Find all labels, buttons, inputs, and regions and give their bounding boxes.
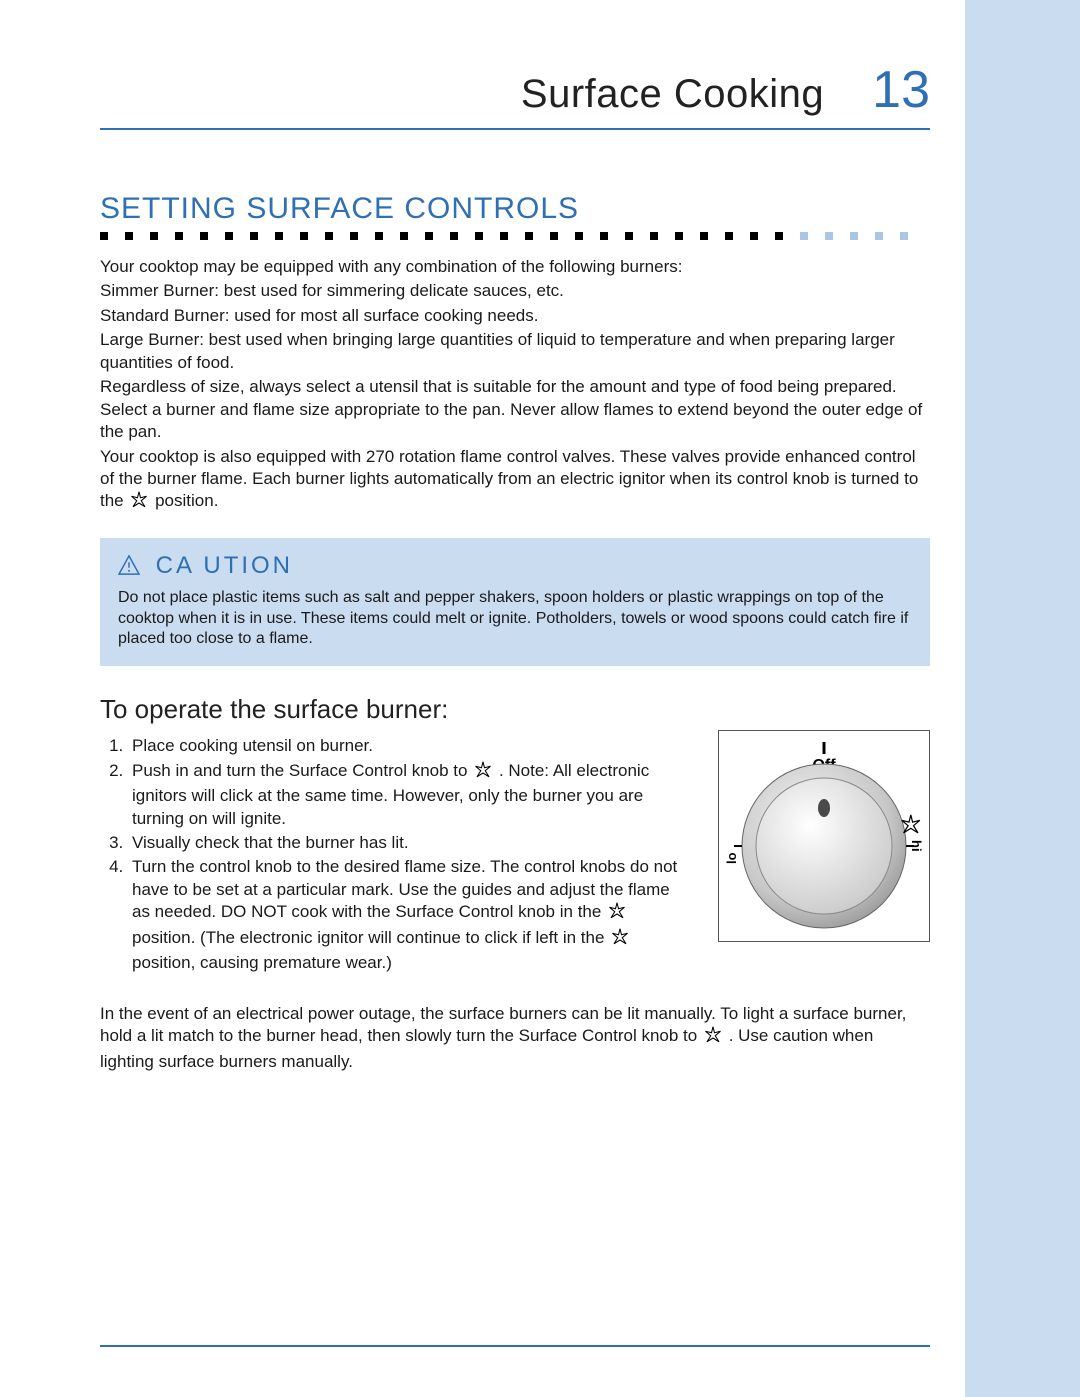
step-3: Visually check that the burner has lit. bbox=[128, 832, 690, 854]
intro-p5: Regardless of size, always select a uten… bbox=[100, 376, 930, 443]
spark-icon bbox=[704, 1026, 722, 1051]
step-4: Turn the control knob to the desired fla… bbox=[128, 856, 690, 974]
caution-heading: CA UTION bbox=[118, 552, 912, 582]
page-number: 13 bbox=[872, 60, 930, 120]
step-1: Place cooking utensil on burner. bbox=[128, 735, 690, 757]
intro-text: Your cooktop may be equipped with any co… bbox=[100, 256, 930, 516]
operate-section: To operate the surface burner: Place coo… bbox=[100, 694, 930, 976]
control-knob-illustration: Off lo bbox=[718, 730, 930, 942]
footer-rule bbox=[100, 1345, 930, 1347]
dot-divider bbox=[100, 232, 930, 240]
spark-icon bbox=[608, 902, 626, 926]
intro-p3: Standard Burner: used for most all surfa… bbox=[100, 305, 930, 327]
spark-icon bbox=[611, 928, 629, 952]
operate-title: To operate the surface burner: bbox=[100, 694, 690, 725]
warning-triangle-icon bbox=[118, 554, 140, 582]
knob-lo-label: lo bbox=[724, 853, 739, 865]
knob-svg: Off lo bbox=[724, 736, 924, 936]
operate-steps: Place cooking utensil on burner. Push in… bbox=[100, 735, 690, 974]
knob-hi-label: hi bbox=[909, 840, 924, 852]
intro-p6: Your cooktop is also equipped with 270 r… bbox=[100, 446, 930, 516]
intro-p6a: Your cooktop is also equipped with 270 r… bbox=[100, 447, 918, 511]
step-2: Push in and turn the Surface Control kno… bbox=[128, 760, 690, 830]
manual-page: Surface Cooking 13 SETTING SURFACE CONTR… bbox=[0, 0, 1080, 1114]
header-title: Surface Cooking bbox=[521, 72, 824, 117]
page-header: Surface Cooking 13 bbox=[100, 60, 930, 130]
intro-p1: Your cooktop may be equipped with any co… bbox=[100, 256, 930, 278]
operate-text-column: To operate the surface burner: Place coo… bbox=[100, 694, 690, 976]
spark-icon bbox=[474, 761, 492, 785]
intro-p2: Simmer Burner: best used for simmering d… bbox=[100, 280, 930, 302]
caution-body: Do not place plastic items such as salt … bbox=[118, 588, 912, 650]
caution-label: CA UTION bbox=[156, 552, 293, 579]
section-title: SETTING SURFACE CONTROLS bbox=[100, 192, 930, 226]
intro-p4: Large Burner: best used when bringing la… bbox=[100, 329, 930, 374]
spark-icon bbox=[130, 491, 148, 515]
intro-p6b: position. bbox=[155, 491, 218, 510]
caution-box: CA UTION Do not place plastic items such… bbox=[100, 538, 930, 666]
power-outage-text: In the event of an electrical power outa… bbox=[100, 1003, 930, 1074]
